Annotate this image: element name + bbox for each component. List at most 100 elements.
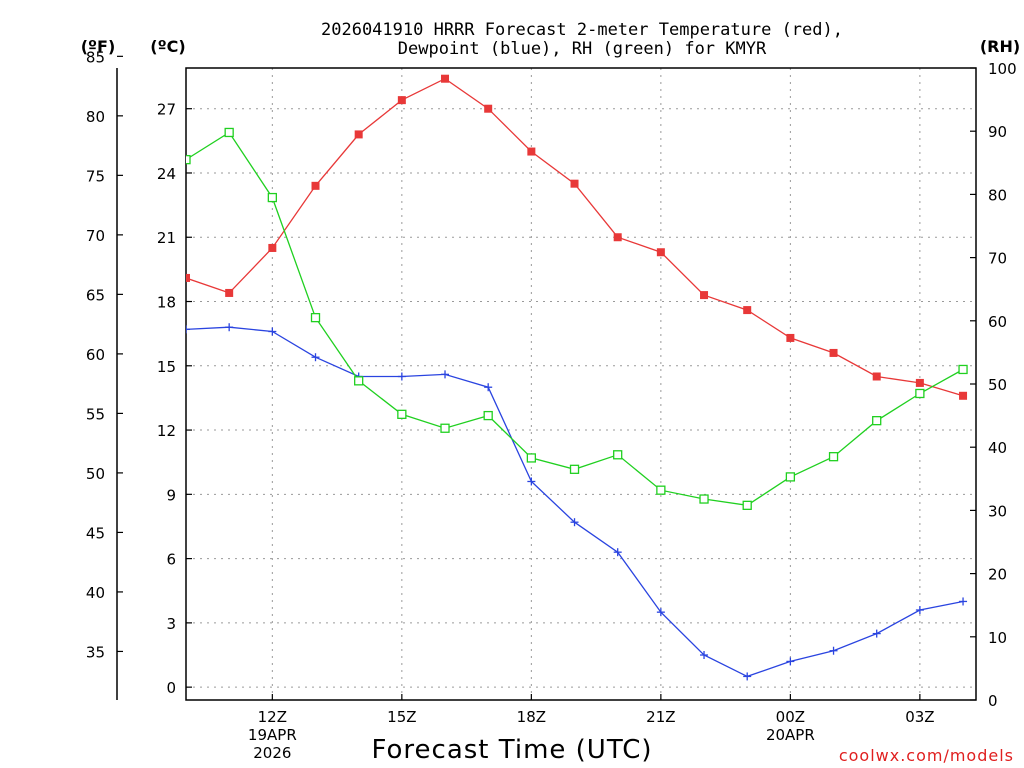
data-point-temperature	[915, 378, 924, 387]
data-point-temperature	[570, 179, 579, 188]
data-point-dewpoint	[959, 597, 968, 606]
rh-tick-label: 50	[988, 376, 1007, 394]
fahrenheit-tick-label: 50	[86, 465, 105, 483]
rh-axis: 0 10 20 30 40 50 60 70 80 90 100	[970, 60, 1017, 710]
data-point-rh	[483, 410, 493, 421]
data-point-rh	[656, 485, 666, 495]
unit-label-rh: (RH)	[980, 37, 1020, 56]
data-point-temperature	[311, 181, 320, 190]
rh-tick-label: 70	[988, 250, 1007, 268]
credit-text: coolwx.com/models	[839, 746, 1014, 765]
data-point-temperature	[872, 372, 881, 381]
series-line-rh	[186, 131, 964, 506]
series-temperature	[186, 74, 968, 400]
data-point-rh	[267, 192, 277, 203]
time-tick-label: 2026	[253, 744, 291, 762]
time-tick-label: 15Z	[387, 708, 416, 726]
series-line-dewpoint	[186, 326, 964, 678]
rh-tick-label: 10	[988, 629, 1007, 647]
data-point-temperature	[613, 233, 622, 242]
data-point-temperature	[700, 291, 709, 300]
x-axis-title: Forecast Time (UTC)	[371, 735, 652, 765]
celsius-tick-label: 3	[166, 615, 176, 633]
data-point-temperature	[959, 391, 968, 400]
celsius-tick-label: 27	[157, 101, 176, 119]
data-point-rh	[397, 409, 407, 419]
fahrenheit-tick-label: 40	[86, 584, 105, 602]
data-point-dewpoint	[656, 608, 665, 617]
data-point-temperature	[656, 248, 665, 257]
fahrenheit-tick-label: 80	[86, 108, 105, 126]
data-point-rh	[440, 423, 450, 433]
data-point-temperature	[743, 306, 752, 315]
time-tick-label: 03Z	[905, 708, 934, 726]
plot-frame	[185, 67, 977, 701]
data-point-dewpoint	[743, 672, 752, 681]
data-point-rh	[526, 453, 537, 463]
data-point-dewpoint	[915, 606, 924, 615]
data-point-rh	[613, 450, 623, 460]
fahrenheit-tick-label: 85	[86, 48, 105, 66]
data-point-rh	[915, 388, 925, 399]
data-point-temperature	[354, 130, 363, 139]
fahrenheit-tick-label: 75	[86, 167, 105, 185]
data-point-rh	[958, 364, 968, 375]
celsius-tick-label: 0	[166, 679, 176, 697]
rh-tick-label: 40	[988, 439, 1007, 457]
celsius-tick-label: 6	[166, 551, 176, 569]
data-point-temperature	[484, 104, 493, 113]
fahrenheit-tick-label: 70	[86, 227, 105, 245]
fahrenheit-tick-label: 55	[86, 405, 105, 423]
time-tick-label: 20APR	[766, 726, 815, 744]
data-point-dewpoint	[613, 548, 622, 557]
data-point-rh	[828, 452, 839, 462]
data-point-dewpoint	[872, 629, 881, 638]
data-point-dewpoint	[829, 646, 838, 655]
data-point-rh	[224, 127, 234, 138]
data-point-dewpoint	[570, 518, 579, 527]
data-point-rh	[354, 376, 364, 386]
data-point-dewpoint	[225, 323, 234, 332]
data-point-temperature	[441, 74, 450, 83]
celsius-tick-label: 24	[157, 165, 176, 183]
unit-label-fahrenheit: (ºF)	[81, 37, 116, 56]
celsius-axis: 0 3 6 9 12 15 18 21 24 27	[157, 101, 192, 697]
rh-tick-label: 60	[988, 313, 1007, 331]
celsius-tick-label: 9	[166, 486, 176, 504]
series	[186, 74, 968, 681]
grid	[186, 68, 976, 700]
fahrenheit-axis: 35 40 45 50 55 60 65 70 75 80 85	[86, 48, 123, 661]
chart-title-line-1: 2026041910 HRRR Forecast 2-meter Tempera…	[321, 20, 843, 40]
fahrenheit-tick-label: 60	[86, 346, 105, 364]
unit-label-celsius: (ºC)	[150, 37, 185, 56]
data-point-dewpoint	[268, 327, 277, 336]
rh-tick-label: 80	[988, 186, 1007, 204]
data-point-dewpoint	[397, 372, 406, 381]
celsius-tick-label: 18	[157, 294, 176, 312]
data-point-temperature	[268, 243, 277, 252]
data-point-rh	[569, 464, 580, 474]
fahrenheit-tick-label: 65	[86, 286, 105, 304]
data-point-rh	[785, 472, 796, 482]
data-point-dewpoint	[484, 383, 493, 392]
time-tick-label: 00Z	[776, 708, 805, 726]
fahrenheit-tick-label: 45	[86, 524, 105, 542]
series-dewpoint	[186, 323, 968, 681]
chart-title-line-2: Dewpoint (blue), RH (green) for KMYR	[398, 39, 767, 59]
fahrenheit-tick-label: 35	[86, 643, 105, 661]
rh-tick-label: 100	[988, 60, 1017, 78]
rh-tick-label: 0	[988, 692, 998, 710]
celsius-tick-label: 15	[157, 358, 176, 376]
celsius-tick-label: 12	[157, 422, 176, 440]
data-point-rh	[742, 500, 752, 510]
data-point-temperature	[829, 348, 838, 357]
time-tick-label: 18Z	[517, 708, 546, 726]
data-point-dewpoint	[786, 657, 795, 666]
celsius-tick-label: 21	[157, 229, 176, 247]
series-line-temperature	[186, 77, 964, 397]
data-point-rh	[186, 154, 191, 165]
data-point-temperature	[186, 273, 190, 282]
rh-tick-label: 90	[988, 123, 1007, 141]
data-point-rh	[699, 494, 709, 504]
